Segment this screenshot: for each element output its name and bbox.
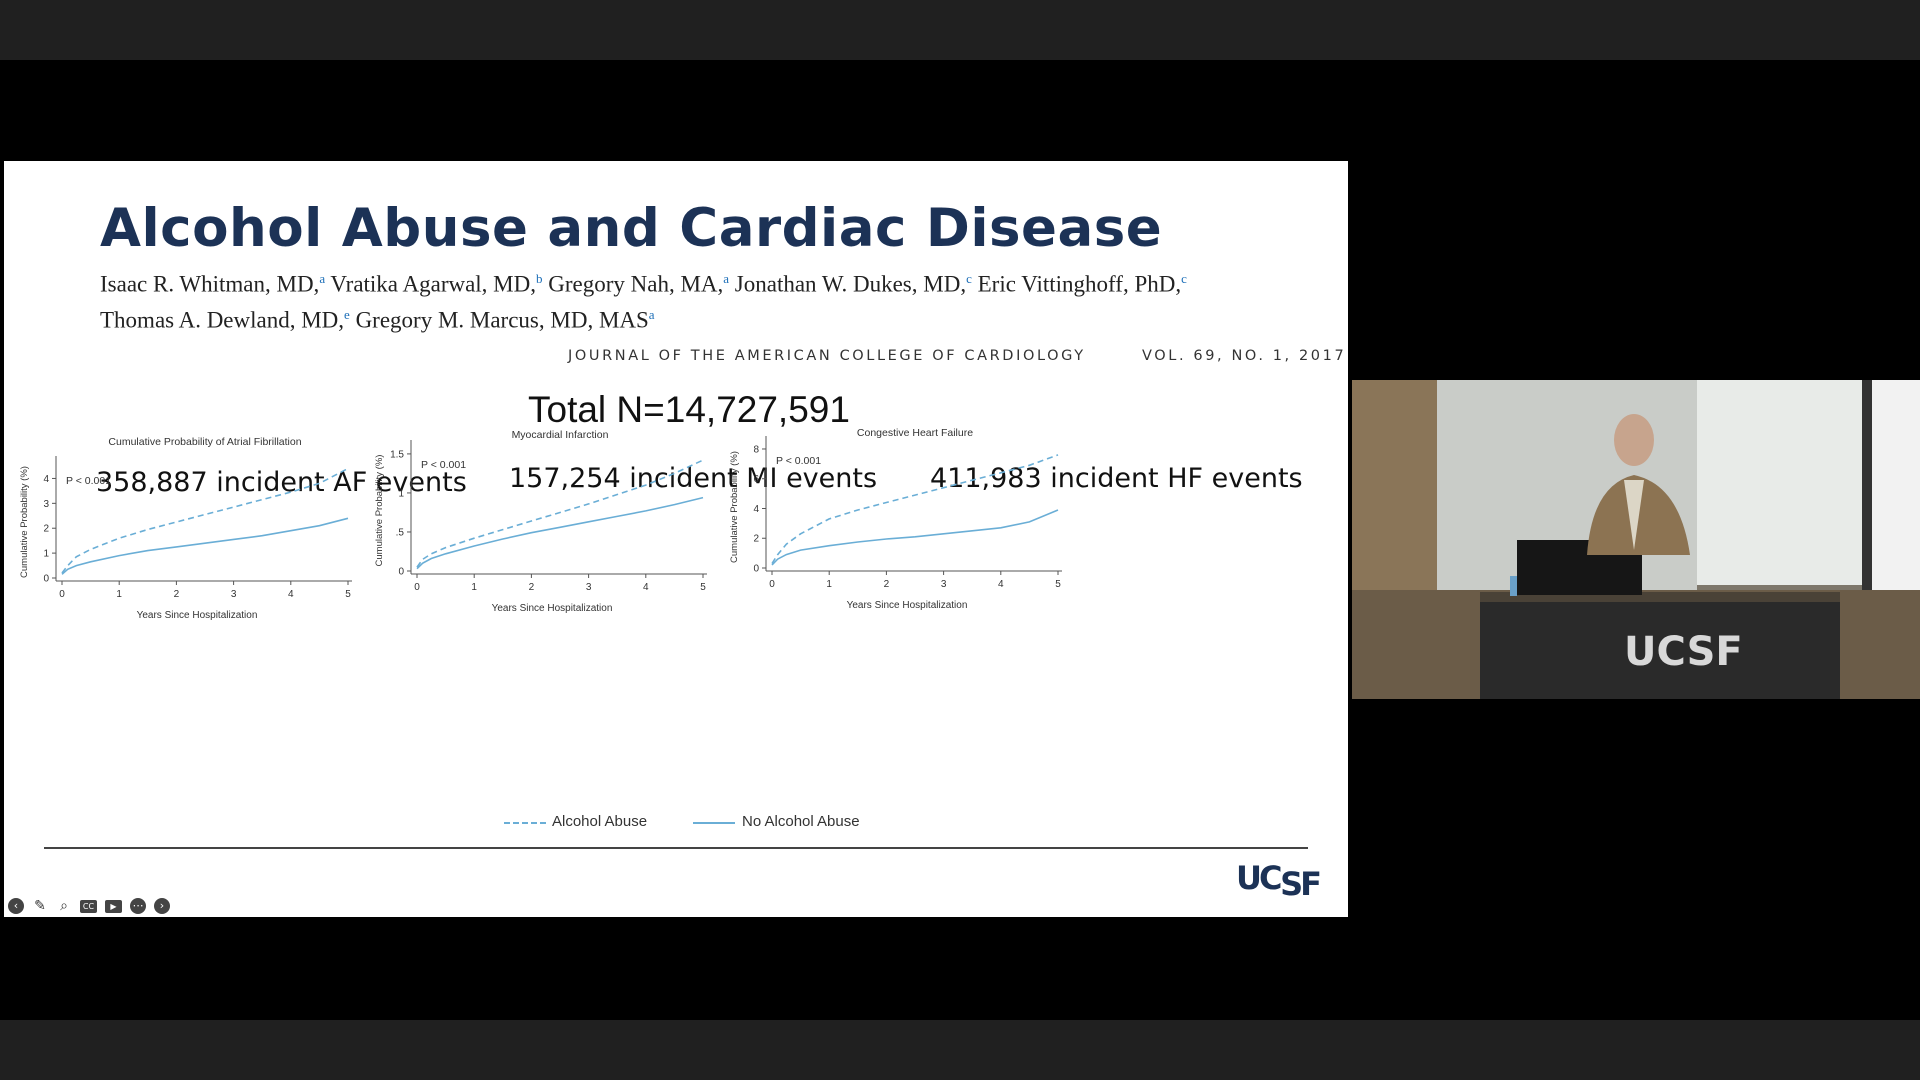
no-alcohol-abuse-line [61, 517, 349, 575]
video-off-icon[interactable]: ▶ [105, 900, 122, 913]
alcohol-abuse-line [416, 459, 704, 568]
legend-no-alcohol-label: No Alcohol Abuse [742, 813, 860, 830]
y-axis-label: Cumulative Probability (%) [729, 451, 740, 563]
x-tick-label: 2 [884, 579, 890, 590]
y-tick-label: 1.5 [390, 449, 404, 460]
alcohol-abuse-line [61, 467, 349, 574]
more-icon[interactable]: ⋯ [130, 898, 146, 914]
journal-volume: VOL. 69, NO. 1, 2017 [1142, 348, 1347, 364]
x-tick-label: 3 [586, 582, 592, 593]
author-name: Thomas A. Dewland, MD, [100, 307, 345, 333]
cam-screen [1697, 380, 1862, 585]
author-name: Eric Vittinghoff, PhD, [971, 271, 1182, 297]
x-tick-label: 2 [529, 582, 535, 593]
podium-logo: UCSF [1624, 629, 1743, 675]
journal-name: JOURNAL OF THE AMERICAN COLLEGE OF CARDI… [568, 348, 1086, 364]
y-tick-label: 4 [753, 504, 759, 515]
forward-icon[interactable]: › [154, 898, 170, 914]
x-axis-label: Years Since Hospitalization [847, 600, 968, 611]
x-axis-label: Years Since Hospitalization [137, 610, 258, 621]
slide-title: Alcohol Abuse and Cardiac Disease [100, 198, 1163, 259]
authors-line-1: Isaac R. Whitman, MD,a Vratika Agarwal, … [100, 271, 1187, 298]
chart-title: Congestive Heart Failure [857, 427, 973, 439]
author-name: Jonathan W. Dukes, MD, [729, 271, 967, 297]
x-tick-label: 1 [826, 579, 832, 590]
y-tick-label: 0 [43, 574, 49, 585]
chart-title: Myocardial Infarction [512, 429, 609, 441]
no-alcohol-abuse-line [771, 509, 1059, 566]
x-tick-label: 0 [414, 582, 420, 593]
legend-alcohol-label: Alcohol Abuse [552, 813, 648, 830]
author-affiliation: e [344, 307, 350, 322]
speaker-camera-feed: UCSF [1352, 380, 1920, 699]
total-n: Total N=14,727,591 [528, 389, 850, 430]
y-tick-label: 6 [753, 474, 759, 485]
chart-title: Cumulative Probability of Atrial Fibrill… [108, 436, 301, 448]
x-tick-label: 3 [941, 579, 947, 590]
no-alcohol-abuse-line [416, 496, 704, 570]
x-tick-label: 3 [231, 589, 237, 600]
x-tick-label: 5 [700, 582, 706, 593]
x-tick-label: 5 [345, 589, 351, 600]
x-tick-label: 4 [643, 582, 649, 593]
back-icon[interactable]: ‹ [8, 898, 24, 914]
y-axis-label: Cumulative Probability (%) [374, 455, 385, 567]
author-affiliation: a [723, 271, 730, 286]
alcohol-abuse-line [771, 454, 1059, 564]
x-tick-label: 2 [174, 589, 180, 600]
legend-no-alcohol-swatch [693, 822, 735, 824]
pen-icon[interactable]: ✎ [34, 898, 46, 914]
x-tick-label: 0 [769, 579, 775, 590]
x-tick-label: 4 [288, 589, 294, 600]
p-value-annotation: P < 0.001 [421, 459, 466, 471]
charts-area: Cumulative Probability of Atrial Fibrill… [19, 427, 1062, 621]
y-tick-label: 0 [753, 564, 759, 575]
y-tick-label: 2 [753, 534, 759, 545]
y-axis-label: Cumulative Probability (%) [19, 466, 30, 578]
author-affiliation: c [966, 271, 972, 286]
p-value-annotation: P < 0.001 [776, 455, 821, 467]
presentation-slide: Alcohol Abuse and Cardiac Disease Isaac … [4, 161, 1348, 917]
author-affiliation: b [536, 271, 543, 286]
cam-water-bottle [1510, 576, 1517, 596]
mi-events: 157,254 incident MI events [509, 463, 878, 494]
logo-sf: SF [1280, 865, 1322, 903]
y-tick-label: 8 [753, 444, 759, 455]
top-bar [0, 0, 1920, 60]
author-affiliation: c [1181, 271, 1187, 286]
hf-events: 411,983 incident HF events [930, 463, 1303, 494]
zoom-icon[interactable]: ⌕ [60, 898, 68, 914]
x-tick-label: 4 [998, 579, 1004, 590]
author-name: Isaac R. Whitman, MD, [100, 271, 320, 297]
y-tick-label: 0 [398, 567, 404, 578]
captions-icon[interactable]: CC [80, 900, 97, 913]
authors-line-2: Thomas A. Dewland, MD,e Gregory M. Marcu… [100, 307, 655, 334]
author-affiliation: a [319, 271, 326, 286]
y-tick-label: 2 [43, 524, 49, 535]
x-tick-label: 0 [59, 589, 65, 600]
author-affiliation: a [648, 307, 655, 322]
x-tick-label: 5 [1055, 579, 1061, 590]
author-name: Vratika Agarwal, MD, [325, 271, 536, 297]
af-events: 358,887 incident AF events [96, 467, 467, 498]
author-name: Gregory M. Marcus, MD, MAS [349, 307, 649, 333]
y-tick-label: 1 [43, 549, 49, 560]
y-tick-label: 3 [43, 499, 49, 510]
ucsf-logo: UCSF [1236, 859, 1322, 903]
footer-divider [44, 847, 1308, 849]
x-tick-label: 1 [471, 582, 477, 593]
presentation-controls: ‹ ✎ ⌕ CC ▶ ⋯ › [8, 898, 170, 914]
cam-speaker-head [1614, 414, 1654, 466]
author-name: Gregory Nah, MA, [542, 271, 724, 297]
logo-uc: UC [1236, 859, 1283, 897]
x-tick-label: 1 [116, 589, 122, 600]
legend-alcohol-swatch [504, 822, 546, 824]
y-tick-label: .5 [396, 527, 405, 538]
bottom-bar [0, 1020, 1920, 1080]
y-tick-label: 4 [43, 474, 49, 485]
cam-podium [1480, 592, 1840, 699]
y-tick-label: 1 [398, 488, 404, 499]
x-axis-label: Years Since Hospitalization [492, 603, 613, 614]
p-value-annotation: P < 0.001 [66, 475, 111, 487]
